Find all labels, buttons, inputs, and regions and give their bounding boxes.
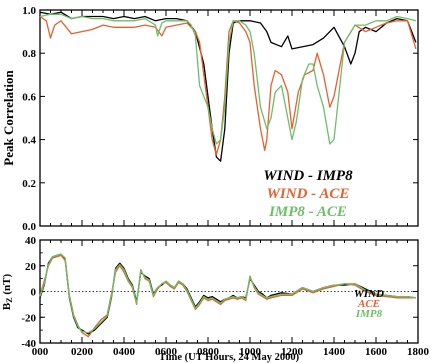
x-tick-label: 1600 [365, 346, 388, 358]
bz-y-label-unit: (nT) [1, 274, 13, 298]
y-tick-label: 1.0 [22, 5, 36, 17]
x-tick-label: 0400 [113, 346, 136, 358]
x-tick-label: 1000 [239, 346, 262, 358]
correlation-y-axis: 0.0 0.2 0.4 0.6 0.8 1.0 [22, 5, 418, 233]
bz-y-label-b: B [1, 302, 13, 310]
bz-x-axis: 000 0200 0400 0600 0800 1000 1200 1400 1600 1800 [32, 240, 430, 358]
bz-y-axis: -40 -20 0 20 40 [21, 235, 418, 350]
bz-y-label-subscript: Z [5, 297, 14, 302]
correlation-legend: WIND - IMP8 WIND - ACE IMP8 - ACE [263, 168, 353, 220]
legend-wind: WIND [354, 288, 384, 300]
y-tick-label: 40 [25, 235, 37, 247]
y-tick-label: 0.0 [22, 221, 36, 233]
y-tick-label: 0.2 [22, 178, 36, 190]
y-tick-label: 0.6 [22, 91, 36, 103]
x-tick-label: 1400 [323, 346, 346, 358]
legend-wind-ace: WIND - ACE [267, 186, 350, 202]
x-tick-label: 0800 [197, 346, 220, 358]
series-line-wind-imp8 [39, 11, 417, 162]
y-tick-label: 20 [25, 261, 37, 273]
series-line-wind-ace [39, 15, 417, 156]
bz-x-axis-label: Time (UT Hours, 24 May 2000) [159, 352, 300, 363]
correlation-series [39, 11, 417, 162]
bz-y-axis-label: BZ (nT) [1, 274, 14, 311]
correlation-y-axis-label: Peak Correlation [1, 70, 16, 166]
bz-panel: -40 -20 0 20 40 000 0200 0400 0600 0800 1000 1200 1… [1, 235, 430, 363]
legend-imp8: IMP8 [355, 308, 383, 320]
y-tick-label: 0.4 [22, 135, 36, 147]
x-tick-label: 1800 [407, 346, 430, 358]
x-tick-label: 0200 [71, 346, 94, 358]
legend-wind-imp8: WIND - IMP8 [263, 168, 353, 184]
x-tick-label: 0600 [155, 346, 178, 358]
y-tick-label: 0.8 [22, 48, 36, 60]
x-tick-label: 1200 [281, 346, 304, 358]
series-line-imp8-ace [39, 13, 417, 145]
y-tick-label: -40 [21, 338, 36, 350]
bz-legend: WIND ACE IMP8 [354, 288, 384, 320]
correlation-panel: 0.0 0.2 0.4 0.6 0.8 1.0 Peak Correlation WIND… [1, 5, 419, 233]
y-tick-label: 0 [31, 287, 37, 299]
y-tick-label: -20 [21, 312, 36, 324]
bz-series [39, 253, 416, 338]
series-line-imp8 [39, 253, 416, 334]
legend-ace: ACE [357, 298, 380, 310]
x-tick-label: 000 [32, 346, 49, 358]
legend-imp8-ace: IMP8 - ACE [268, 204, 347, 220]
correlation-x-ticks [39, 10, 419, 226]
